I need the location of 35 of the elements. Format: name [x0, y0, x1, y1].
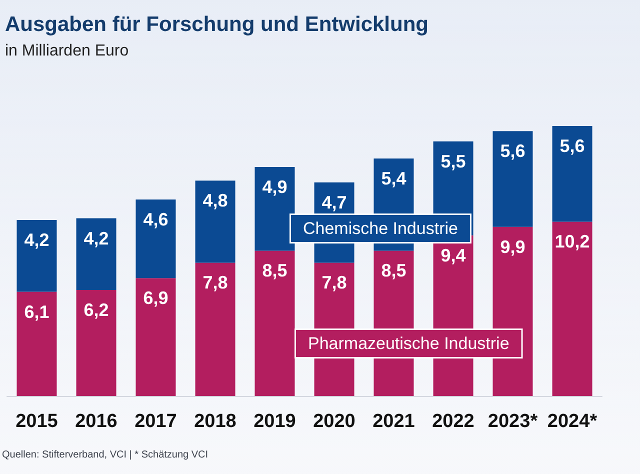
chart-subtitle: in Milliarden Euro: [5, 42, 129, 60]
data-label: 4,9: [262, 177, 288, 198]
data-label: 5,5: [440, 151, 466, 172]
data-label: 5,4: [381, 168, 406, 188]
chart-title: Ausgaben für Forschung und Entwicklung: [5, 13, 428, 36]
data-label: 8,5: [262, 260, 288, 281]
x-tick-label: 2018: [194, 411, 236, 432]
data-label: 4,2: [24, 230, 50, 250]
source-note: Quellen: Stifterverband, VCI | * Schätzung VCI: [2, 450, 208, 460]
data-label: 4,8: [202, 190, 228, 211]
data-label: 9,4: [440, 245, 466, 266]
data-label: 4,2: [84, 228, 109, 248]
data-label: 5,6: [560, 136, 585, 156]
x-tick-label: 2022: [432, 411, 474, 432]
x-tick-label: 2016: [75, 411, 118, 432]
data-label: 4,6: [143, 209, 168, 230]
data-label: 10,2: [554, 232, 590, 252]
x-tick-label: 2019: [254, 411, 296, 432]
data-label: 5,6: [500, 141, 526, 162]
x-tick-label: 2023*: [488, 411, 538, 432]
data-label: 8,5: [381, 260, 406, 281]
data-label: 7,8: [202, 272, 228, 293]
x-tick-label: 2024*: [547, 411, 598, 432]
data-label: 9,9: [500, 236, 526, 257]
x-tick-label: 2020: [313, 411, 356, 432]
series-label: Pharmazeutische Industrie: [308, 334, 510, 353]
x-tick-label: 2017: [134, 411, 177, 432]
data-label: 4,7: [322, 192, 347, 212]
x-tick-label: 2015: [16, 411, 58, 432]
data-label: 6,9: [143, 288, 168, 308]
data-label: 6,2: [84, 300, 109, 320]
data-label: 7,8: [322, 272, 347, 293]
x-tick-label: 2021: [372, 411, 416, 432]
series-label: Chemische Industrie: [303, 219, 458, 238]
data-label: 6,1: [24, 302, 50, 322]
